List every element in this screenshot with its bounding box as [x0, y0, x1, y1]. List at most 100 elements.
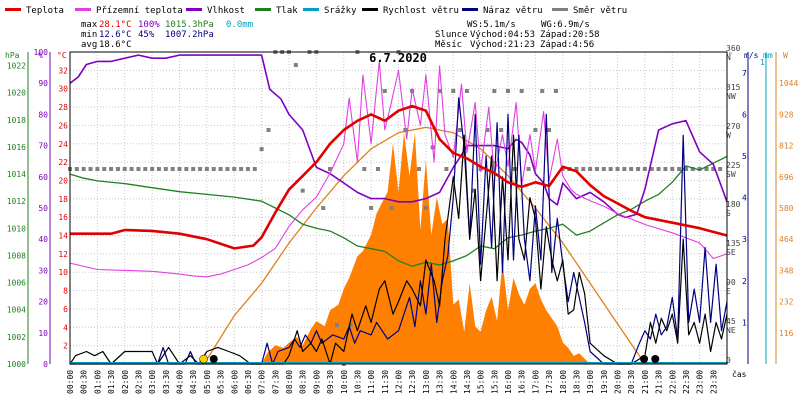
tick-label-time: 09:30 [326, 370, 335, 394]
stat-avg-temp: 18.6°C [99, 40, 132, 50]
tick-label-rad: 1044 [779, 79, 798, 88]
tick-label-temp: 6 [63, 305, 68, 314]
wind-dir-point [109, 167, 114, 171]
wind-dir-point [156, 167, 161, 171]
sun-label: Slunce [435, 30, 468, 40]
tick-label-time: 12:00 [395, 370, 404, 394]
legend-label: Vlhkost [207, 6, 245, 16]
wind-dir-point [485, 128, 490, 132]
tick-label-time: 13:30 [436, 370, 445, 394]
tick-label-time: 14:30 [463, 370, 472, 394]
tick-label-temp: 12 [58, 250, 68, 259]
chart-date: 6.7.2020 [369, 51, 427, 65]
tick-label-temp: 10 [58, 268, 68, 277]
tick-label-speed: 5 [742, 152, 747, 161]
wind-dir-point [677, 167, 682, 171]
legend-item-rain: Srážky [303, 6, 357, 16]
tick-label-dir-name: W [726, 131, 731, 140]
wind-dir-point [499, 128, 504, 132]
sunrise-marker [199, 354, 208, 364]
legend-label: Tlak [276, 6, 298, 16]
wind-dir-point [177, 167, 182, 171]
tick-label-dir: 270 [726, 122, 741, 131]
tick-label-time: 10:30 [353, 370, 362, 394]
wind-dir-point [697, 167, 702, 171]
legend-item-ground: Přízemní teplota [75, 6, 183, 16]
wind-dir-point [690, 167, 695, 171]
tick-label-time: 15:00 [477, 370, 486, 394]
wind-dir-point [464, 89, 469, 93]
tick-label-dir-name: NE [726, 326, 736, 335]
wind-dir-point [417, 167, 422, 171]
wind-dir-point [389, 206, 394, 210]
wind-dir-point [95, 167, 100, 171]
tick-label-dir-name: NW [726, 92, 736, 101]
tick-label-time: 06:00 [230, 370, 239, 394]
tick-label-time: 04:00 [176, 370, 185, 394]
wind-dir-point [170, 167, 175, 171]
wind-dir-point [594, 167, 599, 171]
tick-label-dir: 180 [726, 200, 741, 209]
stat-min-label: min [81, 30, 97, 40]
wind-dir-point [683, 167, 688, 171]
wind-dir-point [163, 167, 168, 171]
unit-hum: % [38, 51, 43, 60]
legend-item-press: Tlak [255, 6, 298, 16]
tick-label-time: 01:30 [107, 370, 116, 394]
unit-temp: °C [57, 51, 67, 60]
tick-label-time: 19:30 [600, 370, 609, 394]
wind-dir-point [574, 167, 579, 171]
tick-label-rain: 1 [760, 58, 765, 67]
unit-labels: hPa % °C ° m/s mm W čas [5, 51, 788, 379]
wind-dir-point [266, 128, 271, 132]
tick-label-speed: 3 [742, 235, 747, 244]
wind-dir-point [225, 167, 230, 171]
wind-dir-point [102, 167, 107, 171]
legend-swatch [75, 8, 91, 11]
tick-label-temp: 14 [58, 232, 68, 241]
tick-label-hum: 20 [38, 298, 48, 307]
tick-label-rad: 928 [779, 110, 794, 119]
tick-label-dir-name: SE [726, 248, 736, 257]
stat-min-press: 1007.2hPa [165, 30, 214, 40]
wind-dir-point [718, 167, 723, 171]
tick-label-press: 1018 [7, 116, 26, 125]
stat-max-hum: 100% [138, 20, 160, 30]
legend-swatch [5, 8, 21, 11]
unit-speed: m/s [744, 51, 759, 60]
legend-label: Srážky [324, 6, 357, 16]
wind-dir-point [649, 167, 654, 171]
tick-label-time: 03:00 [148, 370, 157, 394]
sun-rise: Východ:04:53 [470, 30, 535, 40]
tick-label-time: 08:30 [299, 370, 308, 394]
wind-dir-point [458, 128, 463, 132]
tick-label-dir-name: SW [726, 170, 736, 179]
tick-label-speed: 7 [742, 69, 747, 78]
wind-dir-point [348, 323, 353, 327]
radiation-area [70, 132, 727, 364]
plot-frame [69, 51, 728, 365]
tick-label-temp: 30 [58, 85, 68, 94]
tick-label-time: 19:00 [586, 370, 595, 394]
stat-max-label: max [81, 20, 98, 30]
wind-dir-point [608, 167, 613, 171]
tick-label-press: 1004 [7, 306, 26, 315]
tick-label-time: 10:00 [340, 370, 349, 394]
tick-label-hum: 40 [38, 235, 48, 244]
wind-dir-point [362, 167, 367, 171]
tick-label-speed: 1 [742, 318, 747, 327]
wind-dir-point [622, 167, 627, 171]
tick-label-time: 21:30 [655, 370, 664, 394]
tick-label-temp: 8 [63, 287, 68, 296]
wind-dir-point [506, 89, 510, 93]
wind-dir-point [136, 167, 141, 171]
stat-rain-total: 0.0mm [226, 20, 253, 30]
tick-label-time: 16:30 [518, 370, 527, 394]
legend-label: Přízemní teplota [96, 6, 183, 16]
moonset-marker [209, 355, 218, 363]
stat-min-temp: 12.6°C [99, 30, 132, 40]
tick-label-hum: 90 [38, 79, 48, 88]
tick-label-time: 18:30 [572, 370, 581, 394]
tick-label-time: 06:30 [244, 370, 253, 394]
tick-label-press: 1006 [7, 279, 26, 288]
